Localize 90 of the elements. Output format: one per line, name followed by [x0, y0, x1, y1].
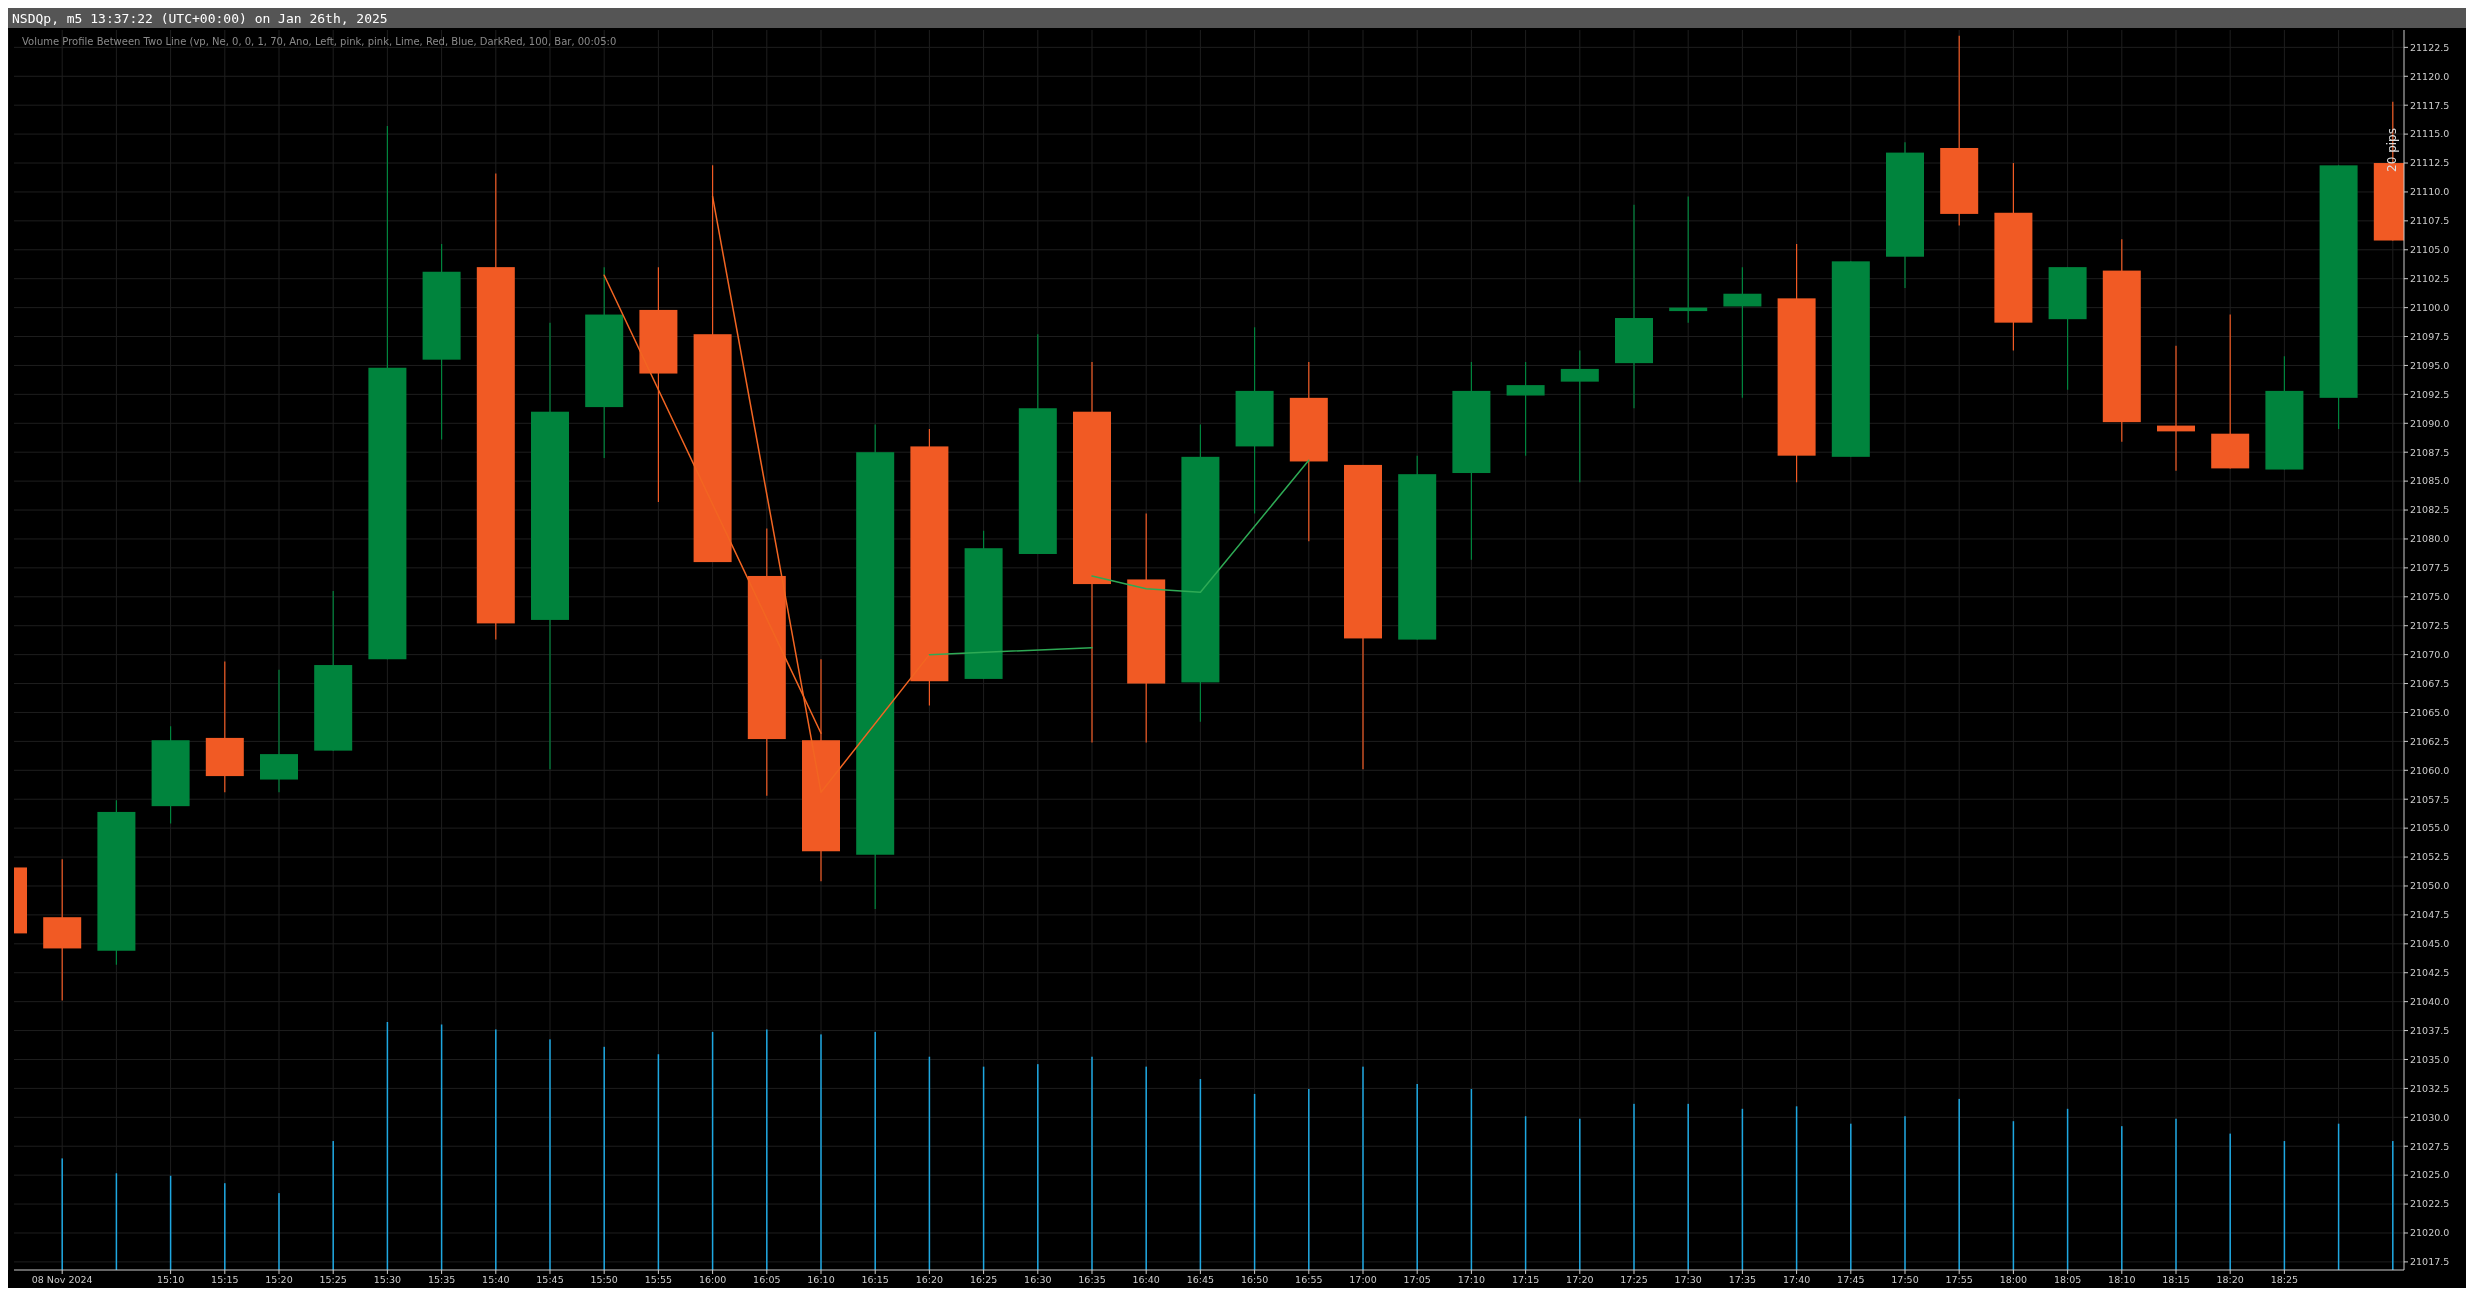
- x-tick-label: 18:00: [1999, 1274, 2028, 1285]
- candlestick: [1560, 349, 1599, 483]
- y-tick-label: 21082.5: [2410, 504, 2450, 516]
- y-tick-label: 21040.0: [2410, 995, 2450, 1007]
- x-tick-label: 17:00: [1349, 1274, 1377, 1285]
- annotation: 20 pips: [2385, 128, 2399, 172]
- x-tick-label: 15:55: [644, 1274, 673, 1285]
- x-tick-label: 15:15: [211, 1274, 239, 1285]
- y-tick-label: 21030.0: [2410, 1111, 2450, 1123]
- x-tick-label: 17:15: [1511, 1274, 1540, 1285]
- x-tick-label: 17:50: [1891, 1274, 1919, 1285]
- y-tick-label: 21120.0: [2410, 70, 2450, 82]
- x-tick-label: 16:25: [969, 1274, 998, 1285]
- y-tick-label: 21102.5: [2410, 273, 2450, 285]
- x-tick-label: 16:30: [1024, 1274, 1052, 1285]
- x-tick-label: 18:15: [2162, 1274, 2190, 1285]
- y-tick-label: 21117.5: [2410, 99, 2450, 111]
- x-tick-label: 17:40: [1782, 1274, 1811, 1285]
- x-tick-label: 17:45: [1837, 1274, 1865, 1285]
- x-tick-label: 15:35: [427, 1274, 456, 1285]
- y-tick-label: 21122.5: [2410, 41, 2450, 53]
- chart-title: NSDQp, m5 13:37:22 (UTC+00:00) on Jan 26th, 2025: [12, 11, 388, 26]
- y-tick-label: 21095.0: [2410, 359, 2450, 371]
- x-tick-label: 16:45: [1186, 1274, 1215, 1285]
- y-tick-label: 21020.0: [2410, 1227, 2450, 1239]
- y-tick-label: 21032.5: [2410, 1082, 2450, 1094]
- y-tick-label: 21042.5: [2410, 967, 2450, 979]
- y-tick-label: 21045.0: [2410, 938, 2450, 950]
- y-tick-label: 21075.0: [2410, 591, 2450, 603]
- x-tick-label: 16:50: [1240, 1274, 1269, 1285]
- x-tick-label: 18:20: [2216, 1274, 2244, 1285]
- y-tick-label: 21055.0: [2410, 822, 2450, 834]
- x-tick-label: 15:30: [373, 1274, 402, 1285]
- x-tick-label: 08 Nov 2024: [31, 1274, 93, 1285]
- x-tick-label: 18:05: [2053, 1274, 2082, 1285]
- y-tick-label: 21027.5: [2410, 1140, 2450, 1152]
- x-tick-label: 18:10: [2108, 1274, 2136, 1285]
- x-tick-label: 17:25: [1620, 1274, 1648, 1285]
- y-tick-label: 21070.0: [2410, 648, 2450, 660]
- x-tick-label: 15:20: [265, 1274, 293, 1285]
- y-tick-label: 21050.0: [2410, 880, 2450, 892]
- x-tick-label: 17:05: [1403, 1274, 1431, 1285]
- y-tick-label: 21110.0: [2410, 186, 2450, 198]
- y-tick-label: 21037.5: [2410, 1024, 2450, 1036]
- y-tick-label: 21060.0: [2410, 764, 2450, 776]
- y-tick-label: 21115.0: [2410, 128, 2450, 140]
- candlestick: [1506, 361, 1545, 457]
- x-tick-label: 16:00: [698, 1274, 727, 1285]
- y-tick-label: 21105.0: [2410, 244, 2450, 256]
- y-tick-label: 21107.5: [2410, 215, 2450, 227]
- x-tick-label: 15:10: [156, 1274, 185, 1285]
- x-tick-label: 16:15: [861, 1274, 889, 1285]
- y-tick-label: 21112.5: [2410, 157, 2450, 169]
- x-tick-label: 16:20: [915, 1274, 944, 1285]
- y-tick-label: 21067.5: [2410, 677, 2450, 689]
- x-tick-label: 15:25: [319, 1274, 347, 1285]
- x-tick-label: 17:30: [1674, 1274, 1702, 1285]
- x-tick-label: 17:35: [1728, 1274, 1757, 1285]
- x-tick-label: 15:40: [482, 1274, 510, 1285]
- x-tick-label: 16:35: [1078, 1274, 1106, 1285]
- y-tick-label: 21080.0: [2410, 533, 2450, 545]
- x-tick-label: 15:50: [590, 1274, 618, 1285]
- text: Volume Profile Between Two Line (vp, Ne, 0, 0, 1, 70, Ano, Left, pink, pink, Lime, Red, Blue, DarkRed, 100, Bar, 00:05:0: [22, 36, 617, 47]
- y-tick-label: 21090.0: [2410, 417, 2450, 429]
- y-tick-label: 21057.5: [2410, 793, 2450, 805]
- x-tick-label: 17:55: [1945, 1274, 1973, 1285]
- x-tick-label: 16:05: [753, 1274, 781, 1285]
- x-tick-label: 16:55: [1295, 1274, 1323, 1285]
- y-tick-label: 21085.0: [2410, 475, 2450, 487]
- x-tick-label: 17:10: [1457, 1274, 1486, 1285]
- y-tick-label: 21052.5: [2410, 851, 2450, 863]
- y-tick-label: 21062.5: [2410, 735, 2450, 747]
- y-tick-label: 21035.0: [2410, 1053, 2450, 1065]
- y-tick-label: 21025.0: [2410, 1169, 2450, 1181]
- x-tick-label: 15:45: [536, 1274, 564, 1285]
- y-tick-label: 21092.5: [2410, 388, 2450, 400]
- candlestick: [1723, 266, 1762, 399]
- y-tick-label: 21047.5: [2410, 909, 2450, 921]
- y-tick-label: 21065.0: [2410, 706, 2450, 718]
- x-tick-label: 16:10: [807, 1274, 835, 1285]
- y-tick-label: 21077.5: [2410, 562, 2450, 574]
- y-tick-label: 21022.5: [2410, 1198, 2450, 1210]
- y-tick-label: 21072.5: [2410, 620, 2450, 632]
- x-tick-label: 18:25: [2270, 1274, 2299, 1285]
- y-tick-label: 21100.0: [2410, 301, 2450, 313]
- x-tick-label: 17:20: [1566, 1274, 1594, 1285]
- x-tick-label: 16:40: [1132, 1274, 1160, 1285]
- y-tick-label: 21097.5: [2410, 330, 2450, 342]
- y-tick-label: 21017.5: [2410, 1256, 2450, 1268]
- y-tick-label: 21087.5: [2410, 446, 2450, 458]
